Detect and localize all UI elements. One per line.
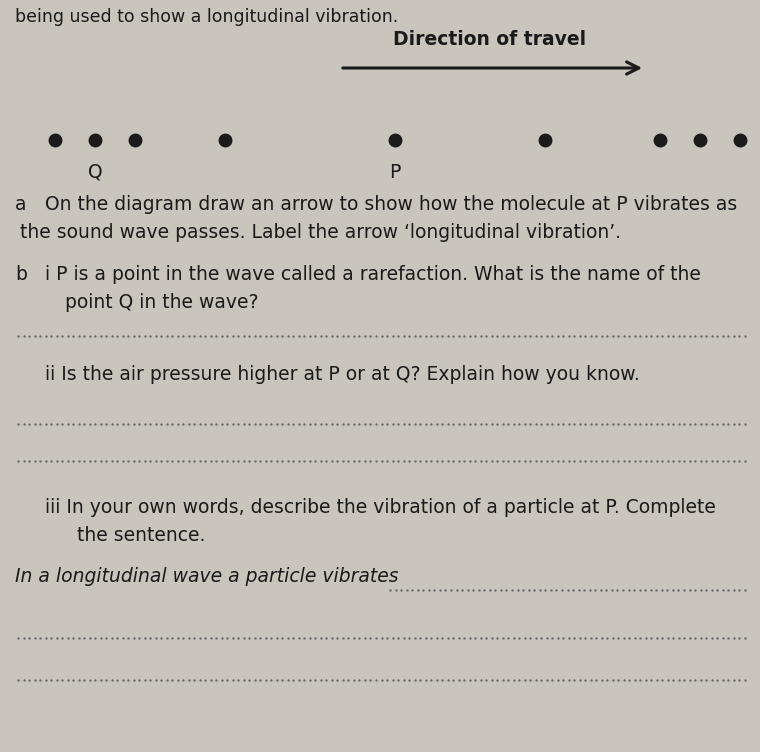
Text: being used to show a longitudinal vibration.: being used to show a longitudinal vibrat… bbox=[15, 8, 398, 26]
Text: the sentence.: the sentence. bbox=[53, 526, 205, 545]
Text: ii Is the air pressure higher at P or at Q? Explain how you know.: ii Is the air pressure higher at P or at… bbox=[45, 365, 640, 384]
Text: Q: Q bbox=[87, 163, 103, 182]
Text: the sound wave passes. Label the arrow ‘longitudinal vibration’.: the sound wave passes. Label the arrow ‘… bbox=[20, 223, 621, 242]
Text: i P is a point in the wave called a rarefaction. What is the name of the: i P is a point in the wave called a rare… bbox=[45, 265, 701, 284]
Text: iii In your own words, describe the vibration of a particle at P. Complete: iii In your own words, describe the vibr… bbox=[45, 498, 716, 517]
Text: P: P bbox=[389, 163, 401, 182]
Text: On the diagram draw an arrow to show how the molecule at P vibrates as: On the diagram draw an arrow to show how… bbox=[45, 195, 737, 214]
Text: In a longitudinal wave a particle vibrates: In a longitudinal wave a particle vibrat… bbox=[15, 567, 398, 586]
Text: Direction of travel: Direction of travel bbox=[394, 30, 587, 49]
Text: a: a bbox=[15, 195, 27, 214]
Text: point Q in the wave?: point Q in the wave? bbox=[53, 293, 258, 312]
Text: b: b bbox=[15, 265, 27, 284]
